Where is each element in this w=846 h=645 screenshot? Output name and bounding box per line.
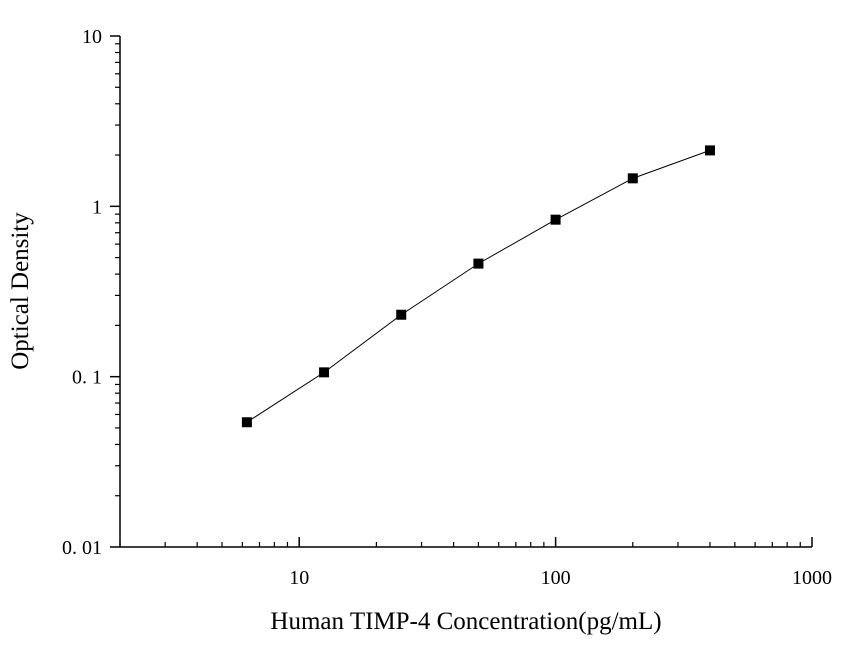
plot-area (241, 145, 715, 428)
data-point (396, 309, 407, 320)
data-point (473, 258, 484, 269)
y-axis-label: Optical Density (7, 212, 34, 370)
axes (119, 36, 812, 548)
y-tick-label: 0. 01 (62, 537, 102, 559)
fitted-curve-line (246, 149, 711, 423)
data-points (241, 145, 715, 428)
data-point (704, 145, 715, 156)
data-point (550, 214, 561, 225)
y-tick-label: 10 (82, 26, 102, 48)
x-axis-label: Human TIMP-4 Concentration(pg/mL) (270, 608, 661, 635)
data-point (627, 173, 638, 184)
y-tick-label: 1 (92, 196, 102, 218)
x-tick-label: 10 (289, 567, 309, 589)
major-ticks (110, 35, 813, 548)
minor-ticks (115, 43, 801, 547)
x-tick-label: 100 (541, 567, 571, 589)
y-tick-label: 0. 1 (72, 367, 102, 389)
data-point (319, 367, 330, 378)
data-point (241, 417, 252, 428)
tick-labels: 10 100 1000 0. 01 0. 1 1 10 (62, 26, 832, 589)
x-tick-label: 1000 (792, 567, 832, 589)
